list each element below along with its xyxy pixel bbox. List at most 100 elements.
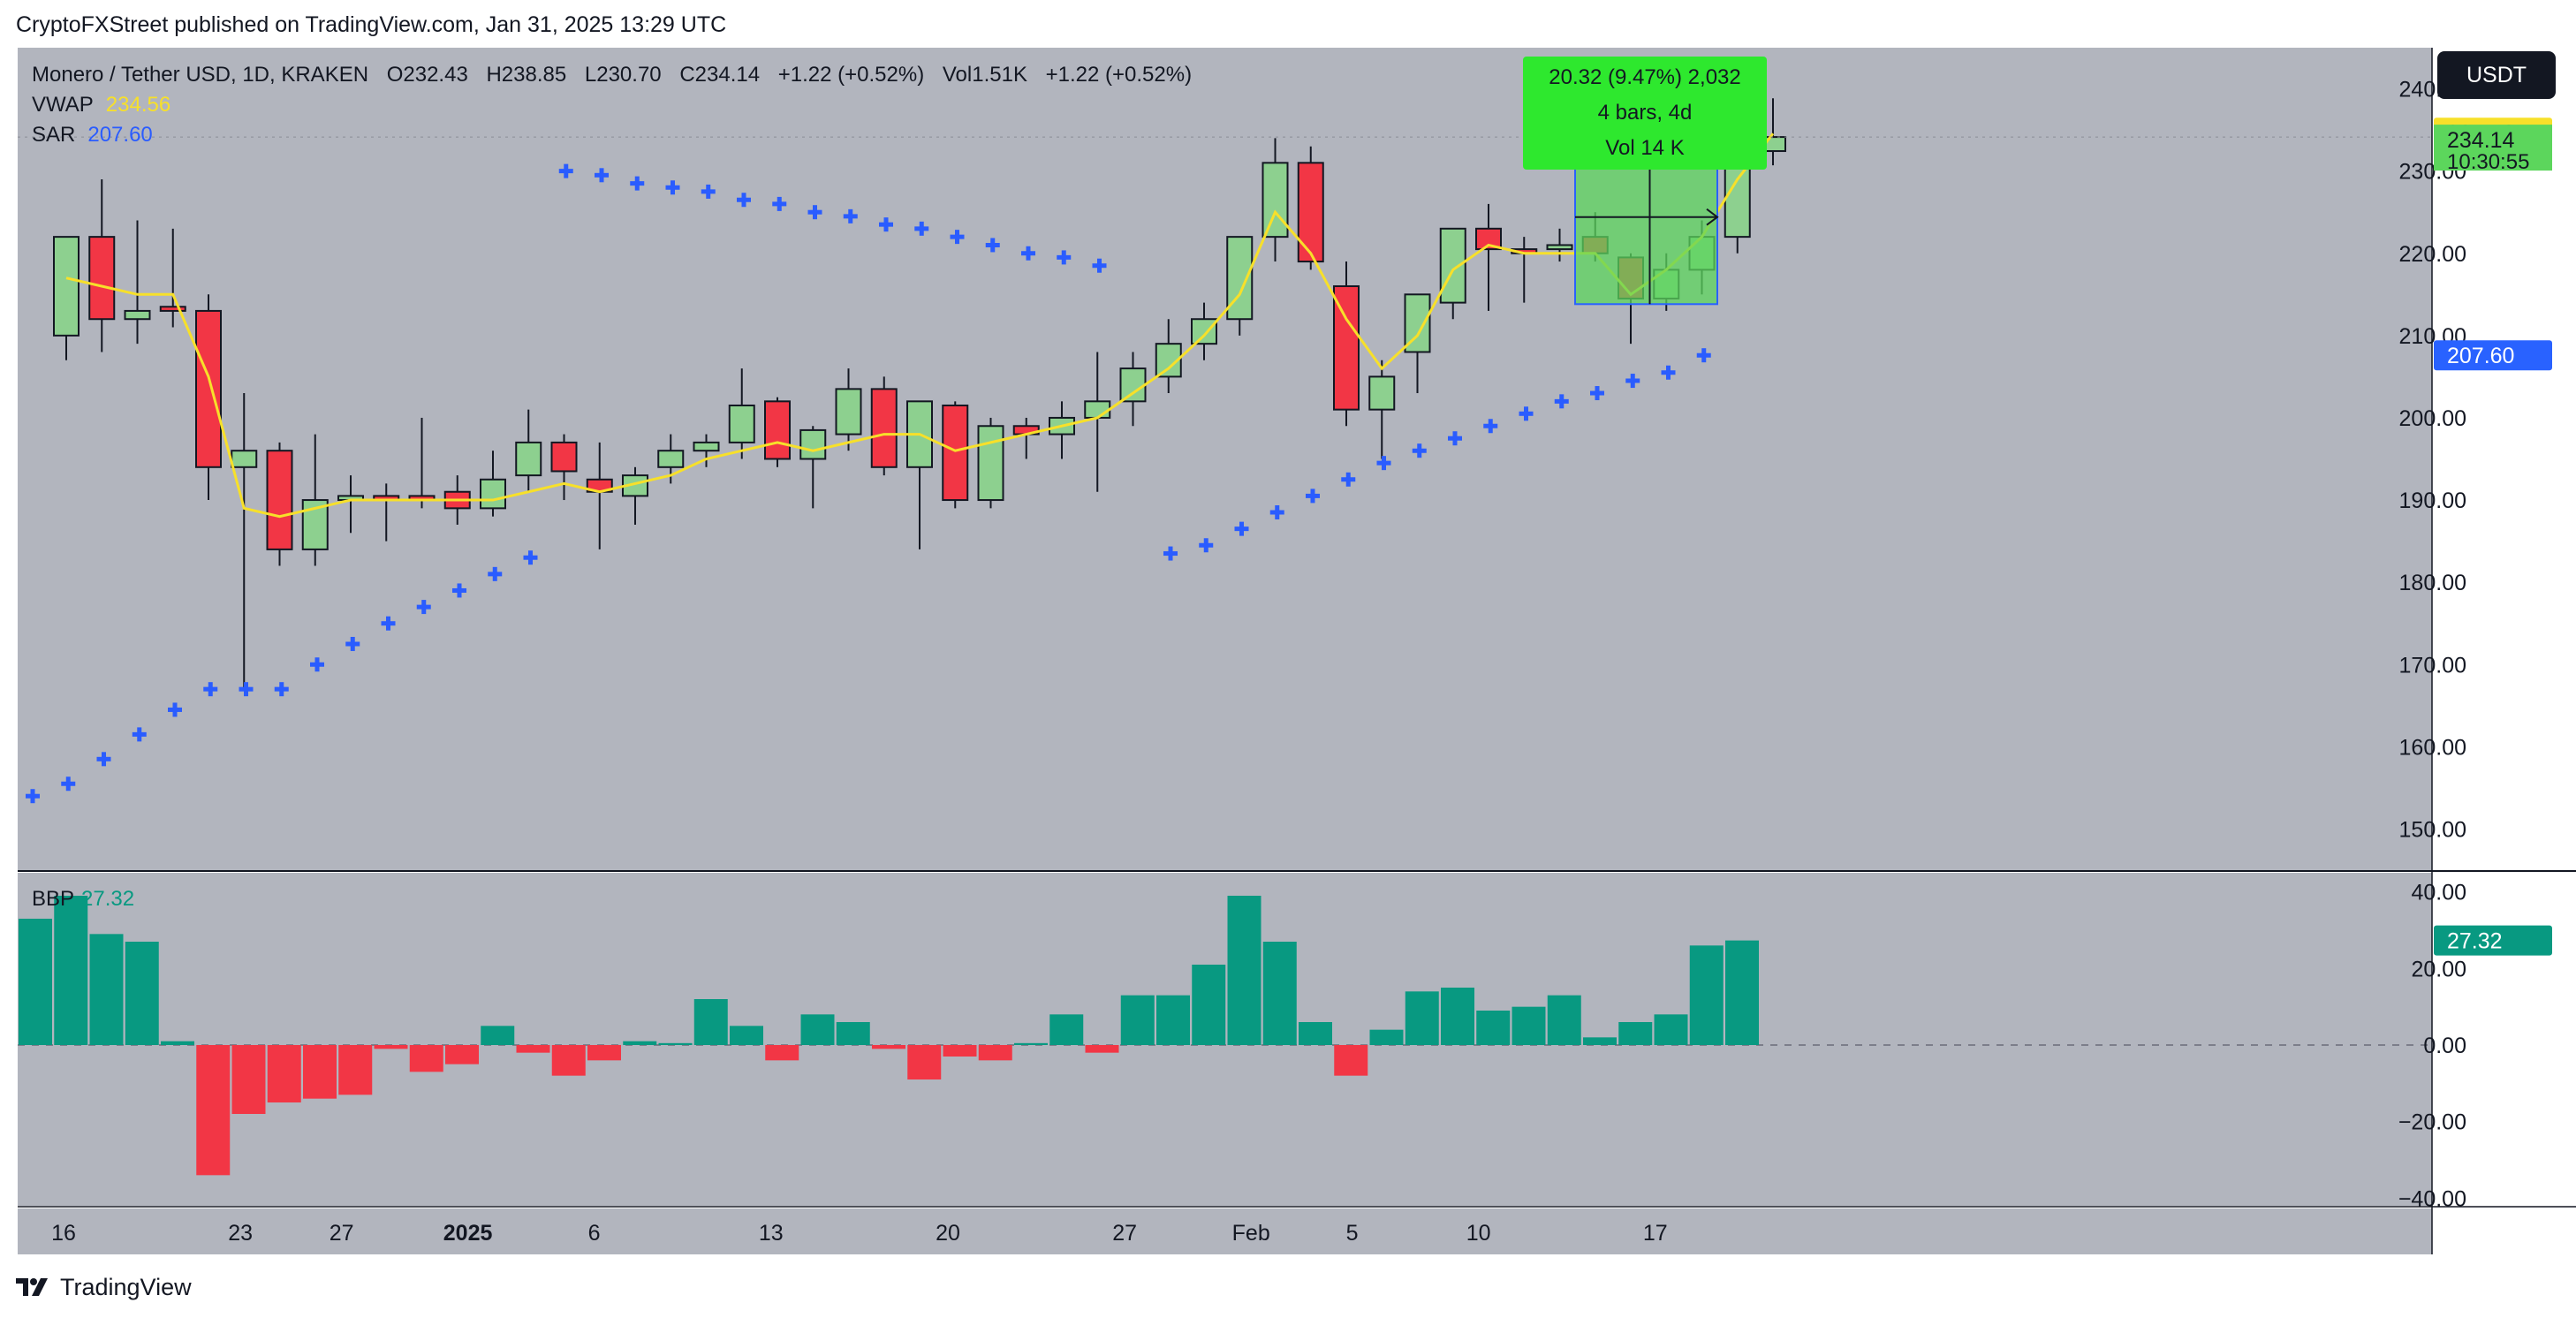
sar-dot: [701, 184, 716, 199]
sar-dot: [665, 180, 680, 195]
bbp-bar: [1405, 991, 1439, 1045]
bbp-bar: [19, 919, 52, 1045]
candle[interactable]: [1261, 138, 1289, 262]
candle-body: [88, 236, 116, 321]
sar-dot: [1519, 406, 1534, 421]
candle[interactable]: [870, 376, 898, 476]
candle[interactable]: [195, 294, 222, 501]
candle[interactable]: [1546, 228, 1573, 262]
candle-body: [231, 450, 258, 468]
measure-change: 20.32 (9.47%) 2,032: [1549, 65, 1741, 89]
candle-countdown: 10:30:55: [2447, 150, 2529, 174]
candle[interactable]: [977, 417, 1004, 509]
legend-sar-row[interactable]: SAR 207.60: [32, 120, 1192, 150]
candle-body: [1261, 162, 1289, 239]
sar-dot: [1021, 246, 1035, 261]
sar-dot: [345, 636, 360, 651]
time-axis-pane[interactable]: [18, 1208, 2432, 1254]
candle[interactable]: [53, 236, 80, 360]
sar-dot: [1696, 348, 1711, 363]
candle[interactable]: [515, 409, 542, 492]
measure-bars: 4 bars, 4d: [1597, 101, 1693, 125]
candle[interactable]: [835, 368, 862, 451]
bbp-bar: [267, 1045, 301, 1102]
sar-dot: [452, 583, 466, 598]
price-axis-pane[interactable]: [2432, 48, 2576, 1254]
candle[interactable]: [693, 434, 720, 467]
bbp-legend[interactable]: BBP 27.32: [32, 887, 134, 912]
candle[interactable]: [480, 451, 506, 517]
candle[interactable]: [159, 228, 186, 328]
bbp-bar: [623, 1041, 657, 1045]
candle[interactable]: [942, 401, 969, 509]
sar-dot: [1590, 386, 1604, 401]
candle-body: [1475, 227, 1502, 251]
sar-dot: [1341, 472, 1356, 487]
candle[interactable]: [550, 434, 578, 501]
bbp-bar: [1156, 995, 1190, 1045]
currency-button[interactable]: USDT: [2437, 51, 2556, 99]
candle-body: [550, 441, 578, 473]
bbp-bar: [1049, 1014, 1084, 1045]
publisher-credit: CryptoFXStreet published on TradingView.…: [16, 12, 727, 37]
sar-dot: [96, 752, 111, 767]
candle[interactable]: [1119, 352, 1147, 427]
candle[interactable]: [1475, 203, 1502, 311]
bbp-tick-label: −20.00: [2398, 1110, 2466, 1135]
sar-dot: [843, 208, 858, 223]
legend-symbol[interactable]: Monero / Tether USD, 1D, KRAKEN: [32, 63, 369, 87]
sar-dot: [310, 657, 324, 672]
time-tick-label: 10: [1466, 1221, 1491, 1246]
candle-body: [1119, 367, 1147, 403]
candle[interactable]: [622, 466, 648, 525]
candle-body: [799, 428, 827, 460]
time-tick-label: 17: [1643, 1221, 1668, 1246]
bbp-bar: [338, 1045, 373, 1095]
sar-dot: [1448, 431, 1462, 446]
legend-volume-change: +1.22 (+0.52%): [1045, 63, 1193, 87]
candle-body: [1368, 375, 1396, 411]
sar-dot: [274, 682, 289, 697]
bbp-bar: [800, 1014, 835, 1045]
candle[interactable]: [764, 397, 791, 467]
candle[interactable]: [799, 426, 827, 509]
main-pane[interactable]: [18, 48, 2432, 870]
bbp-bar: [658, 1042, 693, 1045]
price-tick-label: 180.00: [2399, 571, 2466, 595]
candle[interactable]: [728, 368, 755, 459]
bbp-bar: [1014, 1042, 1048, 1045]
legend-vwap-row[interactable]: VWAP 234.56: [32, 90, 1192, 120]
candle-body: [728, 404, 755, 443]
measure-volume: Vol 14 K: [1605, 136, 1685, 160]
candle[interactable]: [657, 434, 685, 484]
candle[interactable]: [1297, 146, 1324, 270]
sar-dot: [595, 168, 609, 183]
tradingview-brand: TradingView: [60, 1273, 192, 1300]
time-tick-label: 13: [759, 1221, 784, 1246]
sar-dot: [488, 566, 503, 581]
measure-tooltip: 20.32 (9.47%) 2,032 4 bars, 4d Vol 14 K: [1523, 57, 1767, 170]
sar-dot: [523, 550, 538, 565]
bbp-bar: [693, 999, 728, 1045]
bbp-bar: [54, 896, 88, 1045]
bbp-bar: [1618, 1022, 1653, 1045]
candle[interactable]: [88, 178, 116, 352]
bbp-bar: [409, 1045, 443, 1072]
candle[interactable]: [1333, 261, 1360, 427]
bbp-bar: [125, 942, 159, 1045]
price-tick-label: 170.00: [2399, 653, 2466, 678]
sar-dot: [630, 176, 645, 191]
legend-high: H238.85: [486, 63, 567, 87]
candle[interactable]: [266, 442, 293, 566]
legend-change: +1.22 (+0.52%): [777, 63, 925, 87]
sar-dot: [1199, 538, 1214, 553]
candle[interactable]: [1191, 302, 1217, 360]
candle[interactable]: [124, 220, 151, 345]
candle[interactable]: [1368, 360, 1396, 459]
tradingview-logo-icon: [16, 1278, 48, 1296]
candle-body: [159, 306, 186, 312]
vwap-line[interactable]: [65, 133, 1775, 519]
price-tick-label: 150.00: [2399, 817, 2466, 842]
tradingview-footer[interactable]: TradingView: [16, 1272, 192, 1302]
